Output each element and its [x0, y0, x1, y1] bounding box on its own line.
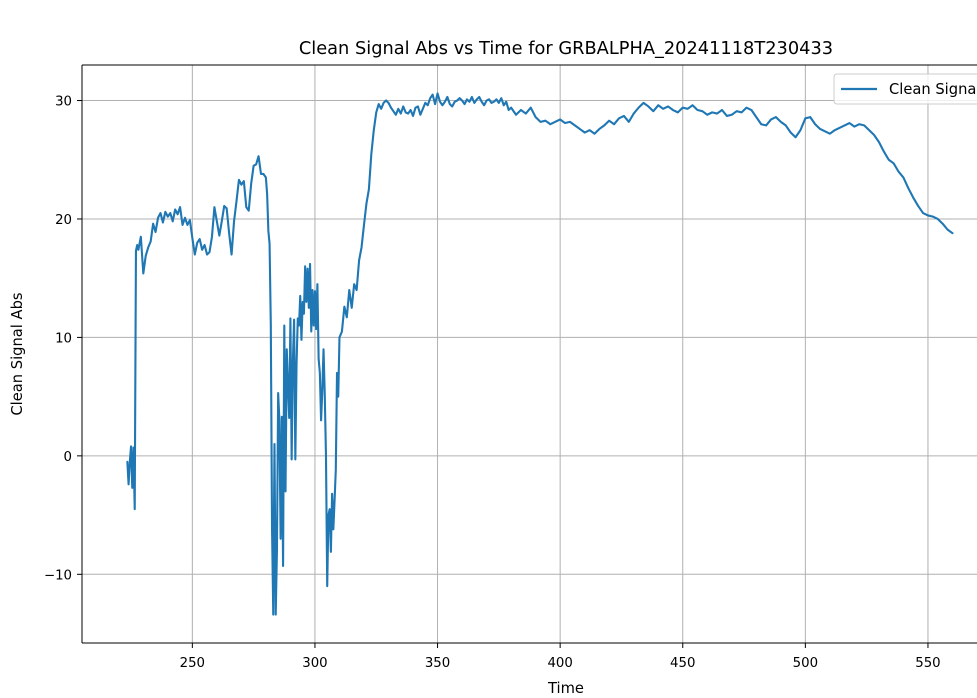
x-tick-label: 350	[425, 656, 450, 671]
axes-frame	[81, 64, 977, 644]
grid	[82, 65, 977, 643]
plot-area	[82, 65, 977, 643]
y-tick-label: 0	[64, 450, 72, 465]
x-tick-label: 250	[180, 656, 205, 671]
legend: Clean Signal Abs	[833, 73, 977, 105]
y-tick-label: 30	[55, 95, 72, 110]
x-tick-label: 550	[915, 656, 940, 671]
y-tick-label: 20	[55, 213, 72, 228]
x-axis-label: Time	[547, 680, 584, 697]
x-tick-label: 300	[302, 656, 327, 671]
series-layer	[126, 92, 954, 616]
y-axis-ticks: −10 0 10 20 30	[44, 95, 82, 583]
x-tick-label: 400	[547, 656, 572, 671]
x-tick-label: 500	[793, 656, 818, 671]
legend-label: Clean Signal Abs	[889, 81, 977, 98]
legend-box	[833, 73, 977, 105]
series-line-clean-signal-abs	[126, 92, 954, 616]
y-tick-label: −10	[44, 568, 72, 583]
y-tick-label: 10	[55, 331, 72, 346]
x-tick-label: 450	[670, 656, 695, 671]
y-axis-label: Clean Signal Abs	[9, 292, 26, 415]
chart-title: Clean Signal Abs vs Time for GRBALPHA_20…	[299, 38, 833, 59]
x-axis-ticks: 250 300 350 400 450 500 550	[180, 643, 941, 671]
